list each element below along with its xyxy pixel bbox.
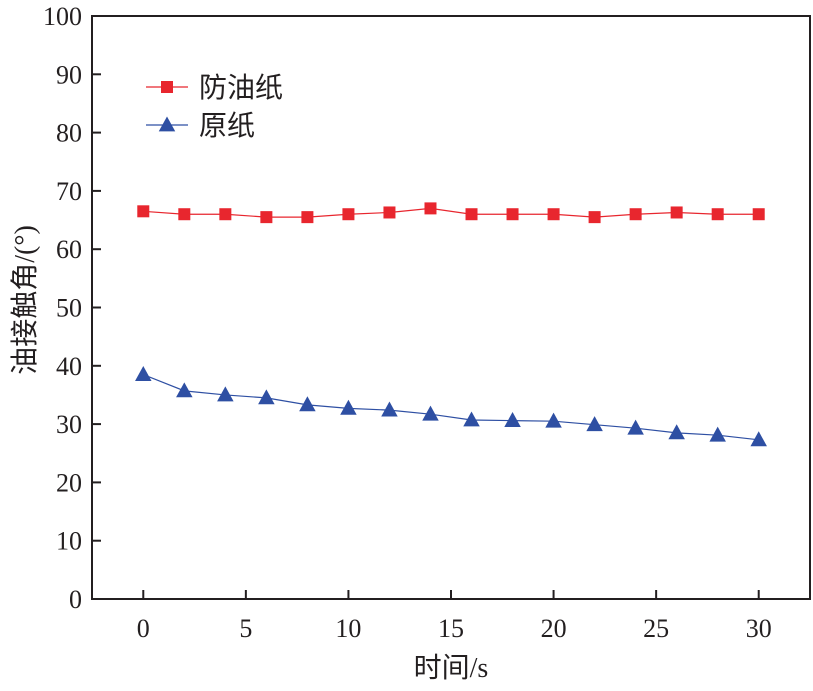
ticks-layer: 0 10 20 30 40 50 60 70 80 90 100 0 5 10 15 20 25 30 — [43, 2, 772, 643]
y-tick-label: 20 — [56, 468, 82, 497]
data-point — [178, 208, 191, 221]
data-point — [547, 208, 560, 221]
series-layer — [135, 202, 767, 447]
x-tick-label: 20 — [541, 614, 567, 643]
series-2 — [135, 365, 767, 447]
data-point — [260, 211, 273, 224]
data-point — [299, 396, 316, 412]
legend-marker — [161, 81, 173, 93]
data-point — [424, 202, 437, 215]
data-point — [422, 405, 439, 421]
legend-label: 原纸 — [199, 109, 255, 142]
legend-label: 防油纸 — [199, 71, 283, 104]
data-point — [709, 426, 726, 442]
y-tick-label: 30 — [56, 410, 82, 439]
x-tick-label: 5 — [239, 614, 252, 643]
data-point — [588, 211, 601, 224]
x-axis-title: 时间/s — [414, 652, 489, 684]
data-point — [381, 401, 398, 417]
data-point — [506, 208, 519, 221]
data-point — [711, 208, 724, 221]
y-tick-label: 70 — [56, 177, 82, 206]
data-point — [750, 431, 767, 447]
data-point — [629, 208, 642, 221]
x-tick-label: 25 — [643, 614, 669, 643]
data-point — [465, 208, 478, 221]
y-tick-label: 60 — [56, 235, 82, 264]
data-point — [340, 399, 357, 415]
data-point — [752, 208, 765, 221]
data-point — [342, 208, 355, 221]
y-tick-label: 90 — [56, 60, 82, 89]
y-axis-title: 油接触角/(°) — [9, 225, 41, 375]
x-tick-label: 15 — [438, 614, 464, 643]
legend-item: 原纸 — [146, 109, 255, 142]
y-tick-label: 40 — [56, 352, 82, 381]
data-point — [463, 411, 480, 427]
data-point — [219, 208, 232, 221]
y-tick-label: 50 — [56, 294, 82, 323]
legend-item: 防油纸 — [146, 71, 283, 104]
series-line — [143, 207, 759, 218]
data-point — [670, 206, 683, 219]
data-point — [176, 382, 193, 398]
series-line — [143, 373, 759, 441]
data-point — [668, 424, 685, 440]
data-point — [301, 211, 314, 224]
y-tick-label: 80 — [56, 119, 82, 148]
x-tick-label: 10 — [335, 614, 361, 643]
x-tick-label: 30 — [746, 614, 772, 643]
data-point — [627, 419, 644, 435]
data-point — [504, 412, 521, 428]
data-point — [586, 416, 603, 432]
y-tick-label: 100 — [43, 2, 82, 31]
x-tick-label: 0 — [137, 614, 150, 643]
y-tick-label: 10 — [56, 527, 82, 556]
data-point — [258, 389, 275, 405]
data-point — [135, 365, 152, 381]
y-tick-label: 0 — [69, 585, 82, 614]
data-point — [217, 386, 234, 402]
series-1 — [137, 202, 765, 224]
legend-marker — [158, 116, 176, 132]
data-point — [545, 412, 562, 428]
data-point — [137, 205, 150, 218]
data-point — [383, 206, 396, 219]
